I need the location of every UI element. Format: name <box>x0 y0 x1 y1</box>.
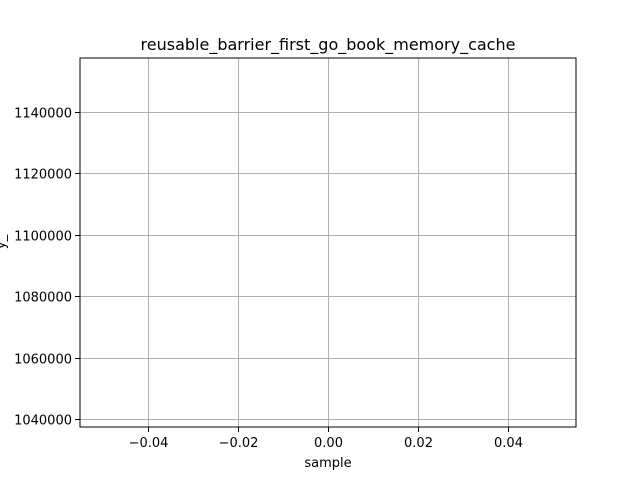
x-tick-label: 0.00 <box>314 436 343 451</box>
y-tick-label: 1100000 <box>14 230 72 245</box>
x-tick-label: −0.04 <box>129 436 169 451</box>
chart-title: reusable_barrier_first_go_book_memory_ca… <box>141 35 516 55</box>
x-tick-label: −0.02 <box>219 436 259 451</box>
y-tick-label: 1140000 <box>14 107 72 122</box>
y-tick-label: 1120000 <box>14 168 72 183</box>
grid-lines <box>80 58 576 427</box>
x-tick-label: 0.02 <box>404 436 433 451</box>
x-tick-label: 0.04 <box>494 436 523 451</box>
y-axis: 1040000 1060000 1080000 1100000 1120000 11400… <box>14 107 80 429</box>
y-axis-label: y_ <box>0 234 9 249</box>
x-axis-label: sample <box>304 456 351 471</box>
y-tick-label: 1060000 <box>14 353 72 368</box>
x-axis: −0.04 −0.02 0.00 0.02 0.04 <box>129 427 523 451</box>
y-tick-label: 1040000 <box>14 414 72 429</box>
y-tick-label: 1080000 <box>14 291 72 306</box>
